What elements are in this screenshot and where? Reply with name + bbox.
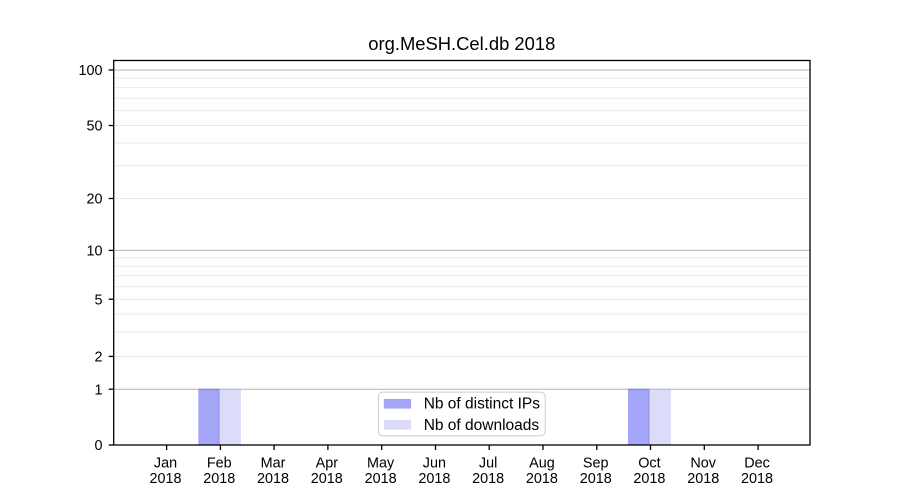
svg-text:0: 0 — [94, 438, 102, 454]
svg-text:Feb: Feb — [207, 456, 232, 472]
svg-text:2: 2 — [94, 350, 102, 366]
svg-text:1: 1 — [94, 382, 102, 398]
svg-text:2018: 2018 — [526, 471, 558, 487]
svg-text:Aug: Aug — [529, 456, 555, 472]
svg-text:Dec: Dec — [744, 456, 770, 472]
svg-text:2018: 2018 — [203, 471, 235, 487]
svg-text:2018: 2018 — [580, 471, 612, 487]
svg-text:2018: 2018 — [418, 471, 450, 487]
svg-text:100: 100 — [78, 63, 102, 79]
svg-text:Mar: Mar — [261, 456, 286, 472]
svg-text:org.MeSH.Cel.db 2018: org.MeSH.Cel.db 2018 — [368, 33, 555, 54]
svg-text:2018: 2018 — [633, 471, 665, 487]
svg-text:Nb of distinct IPs: Nb of distinct IPs — [424, 396, 541, 413]
svg-text:20: 20 — [86, 192, 102, 208]
svg-text:May: May — [367, 456, 395, 472]
svg-text:2018: 2018 — [149, 471, 181, 487]
svg-text:50: 50 — [86, 119, 102, 135]
svg-text:2018: 2018 — [365, 471, 397, 487]
svg-text:2018: 2018 — [472, 471, 504, 487]
svg-text:Jun: Jun — [423, 456, 446, 472]
svg-text:10: 10 — [86, 244, 102, 260]
svg-text:Apr: Apr — [316, 456, 339, 472]
svg-text:2018: 2018 — [741, 471, 773, 487]
svg-text:Nb of downloads: Nb of downloads — [424, 417, 540, 434]
svg-text:5: 5 — [94, 292, 102, 308]
svg-text:Sep: Sep — [583, 456, 609, 472]
svg-text:2018: 2018 — [257, 471, 289, 487]
svg-text:Oct: Oct — [638, 456, 660, 472]
svg-text:2018: 2018 — [311, 471, 343, 487]
svg-text:Nov: Nov — [690, 456, 716, 472]
svg-text:2018: 2018 — [687, 471, 719, 487]
svg-text:Jul: Jul — [479, 456, 497, 472]
svg-text:Jan: Jan — [154, 456, 177, 472]
